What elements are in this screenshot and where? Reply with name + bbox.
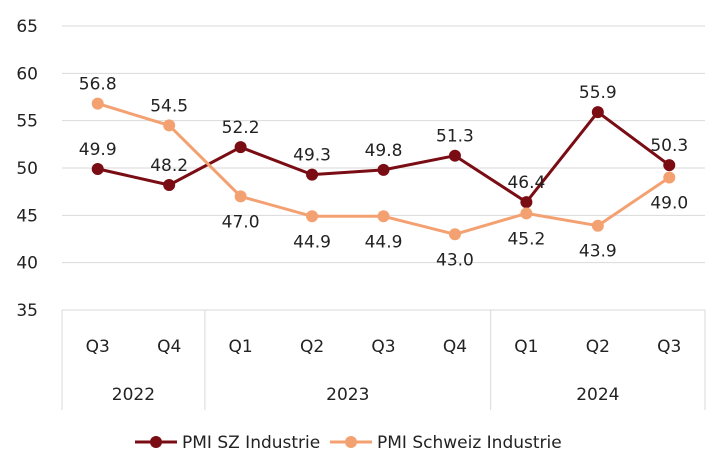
legend-swatch-marker bbox=[150, 436, 162, 448]
year-label: 2023 bbox=[326, 385, 369, 405]
data-point bbox=[520, 196, 533, 209]
data-point bbox=[306, 168, 319, 181]
x-tick-label: Q2 bbox=[586, 337, 610, 357]
data-point bbox=[520, 207, 533, 220]
x-tick-label: Q2 bbox=[300, 337, 324, 357]
data-label: 51.3 bbox=[436, 127, 474, 147]
data-label: 49.3 bbox=[293, 146, 331, 166]
data-label: 44.9 bbox=[365, 232, 403, 252]
data-point bbox=[377, 210, 390, 223]
legend-swatch-marker bbox=[345, 436, 357, 448]
x-tick-label: Q4 bbox=[443, 337, 467, 357]
data-point bbox=[377, 163, 390, 176]
y-tick-label: 60 bbox=[16, 64, 38, 84]
data-point bbox=[234, 190, 247, 203]
x-tick-label: Q3 bbox=[371, 337, 395, 357]
data-label: 56.8 bbox=[79, 75, 117, 95]
legend-label: PMI SZ Industrie bbox=[182, 433, 320, 453]
y-axis: 35 40 45 50 55 60 65 bbox=[16, 17, 38, 321]
legend-label: PMI Schweiz Industrie bbox=[377, 433, 562, 453]
x-axis: 2022 2023 2024 Q3 Q4 Q1 Q2 Q3 Q4 Q1 Q2 Q3 bbox=[61, 310, 706, 410]
data-point bbox=[234, 141, 247, 154]
year-label: 2022 bbox=[112, 385, 155, 405]
y-tick-label: 65 bbox=[16, 17, 38, 37]
x-tick-label: Q3 bbox=[86, 337, 110, 357]
data-labels: 49.9 48.2 52.2 49.3 49.8 51.3 46.4 55.9 50.3 56.8… bbox=[79, 75, 688, 271]
data-point bbox=[663, 171, 676, 184]
data-label: 49.8 bbox=[365, 141, 403, 161]
y-tick-label: 45 bbox=[16, 206, 38, 226]
data-point bbox=[91, 162, 104, 175]
data-point bbox=[591, 106, 604, 119]
data-label: 46.4 bbox=[507, 173, 545, 193]
data-label: 47.0 bbox=[222, 212, 260, 232]
data-point bbox=[163, 119, 176, 132]
x-tick-label: Q1 bbox=[514, 337, 538, 357]
data-point bbox=[448, 228, 461, 241]
y-tick-label: 35 bbox=[16, 301, 38, 321]
x-tick-label: Q1 bbox=[229, 337, 253, 357]
data-label: 44.9 bbox=[293, 232, 331, 252]
y-tick-label: 40 bbox=[16, 254, 38, 274]
data-label: 48.2 bbox=[150, 156, 188, 176]
data-label: 50.3 bbox=[650, 136, 688, 156]
data-point bbox=[91, 97, 104, 110]
x-tick-label: Q3 bbox=[657, 337, 681, 357]
y-tick-label: 50 bbox=[16, 159, 38, 179]
data-label: 52.2 bbox=[222, 118, 260, 138]
data-point bbox=[163, 179, 176, 192]
data-label: 49.0 bbox=[650, 193, 688, 213]
data-point bbox=[591, 219, 604, 232]
data-point bbox=[306, 210, 319, 223]
series-lines bbox=[91, 97, 676, 241]
data-label: 54.5 bbox=[150, 96, 188, 116]
data-label: 55.9 bbox=[579, 83, 617, 103]
data-point bbox=[663, 159, 676, 172]
x-tick-label: Q4 bbox=[157, 337, 181, 357]
data-label: 43.0 bbox=[436, 250, 474, 270]
data-label: 45.2 bbox=[507, 229, 545, 249]
legend: PMI SZ Industrie PMI Schweiz Industrie bbox=[135, 433, 562, 453]
y-tick-label: 55 bbox=[16, 112, 38, 132]
data-label: 43.9 bbox=[579, 242, 617, 262]
data-label: 49.9 bbox=[79, 140, 117, 160]
data-point bbox=[448, 149, 461, 162]
year-label: 2024 bbox=[576, 385, 619, 405]
